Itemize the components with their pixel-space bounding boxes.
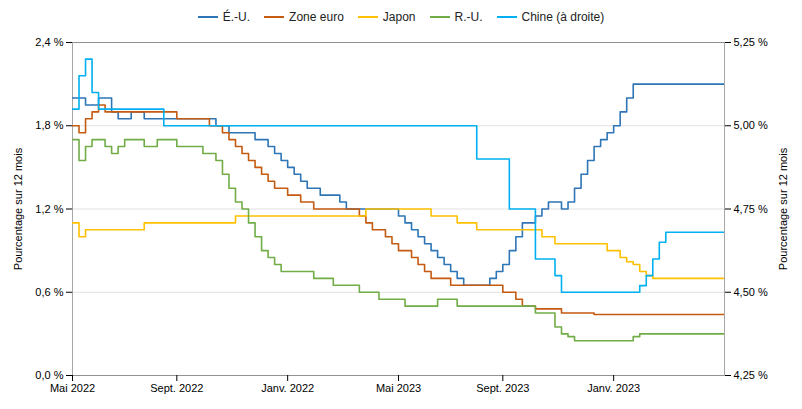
svg-text:1,2 %: 1,2 % xyxy=(35,203,63,215)
html-text:Japon: Japon xyxy=(382,10,416,24)
svg-text:Sept. 2022: Sept. 2022 xyxy=(150,382,203,394)
html-text:Zone euro: Zone euro xyxy=(289,10,344,24)
svg-text:Pourcentage sur 12 mois: Pourcentage sur 12 mois xyxy=(12,147,24,270)
html-text:É.-U.: É.-U. xyxy=(222,10,251,24)
svg-text:Janv. 2023: Janv. 2023 xyxy=(587,382,640,394)
svg-text:Mai 2022: Mai 2022 xyxy=(50,382,95,394)
svg-text:0,0 %: 0,0 % xyxy=(35,369,63,381)
svg-text:Mai 2023: Mai 2023 xyxy=(376,382,421,394)
svg-text:Pourcentage sur 12 mois: Pourcentage sur 12 mois xyxy=(777,147,789,270)
html-text:R.-U.: R.-U. xyxy=(454,10,483,24)
svg-text:4,25 %: 4,25 % xyxy=(734,369,768,381)
svg-text:Sept. 2023: Sept. 2023 xyxy=(476,382,529,394)
svg-text:5,00 %: 5,00 % xyxy=(734,119,768,131)
svg-text:4,50 %: 4,50 % xyxy=(734,286,768,298)
svg-text:2,4 %: 2,4 % xyxy=(35,36,63,48)
svg-text:Janv. 2022: Janv. 2022 xyxy=(261,382,314,394)
svg-text:1,8 %: 1,8 % xyxy=(35,119,63,131)
svg-text:4,75 %: 4,75 % xyxy=(734,203,768,215)
html-text:Chine (à droite): Chine (à droite) xyxy=(521,10,605,24)
svg-text:0,6 %: 0,6 % xyxy=(35,286,63,298)
svg-text:5,25 %: 5,25 % xyxy=(734,36,768,48)
